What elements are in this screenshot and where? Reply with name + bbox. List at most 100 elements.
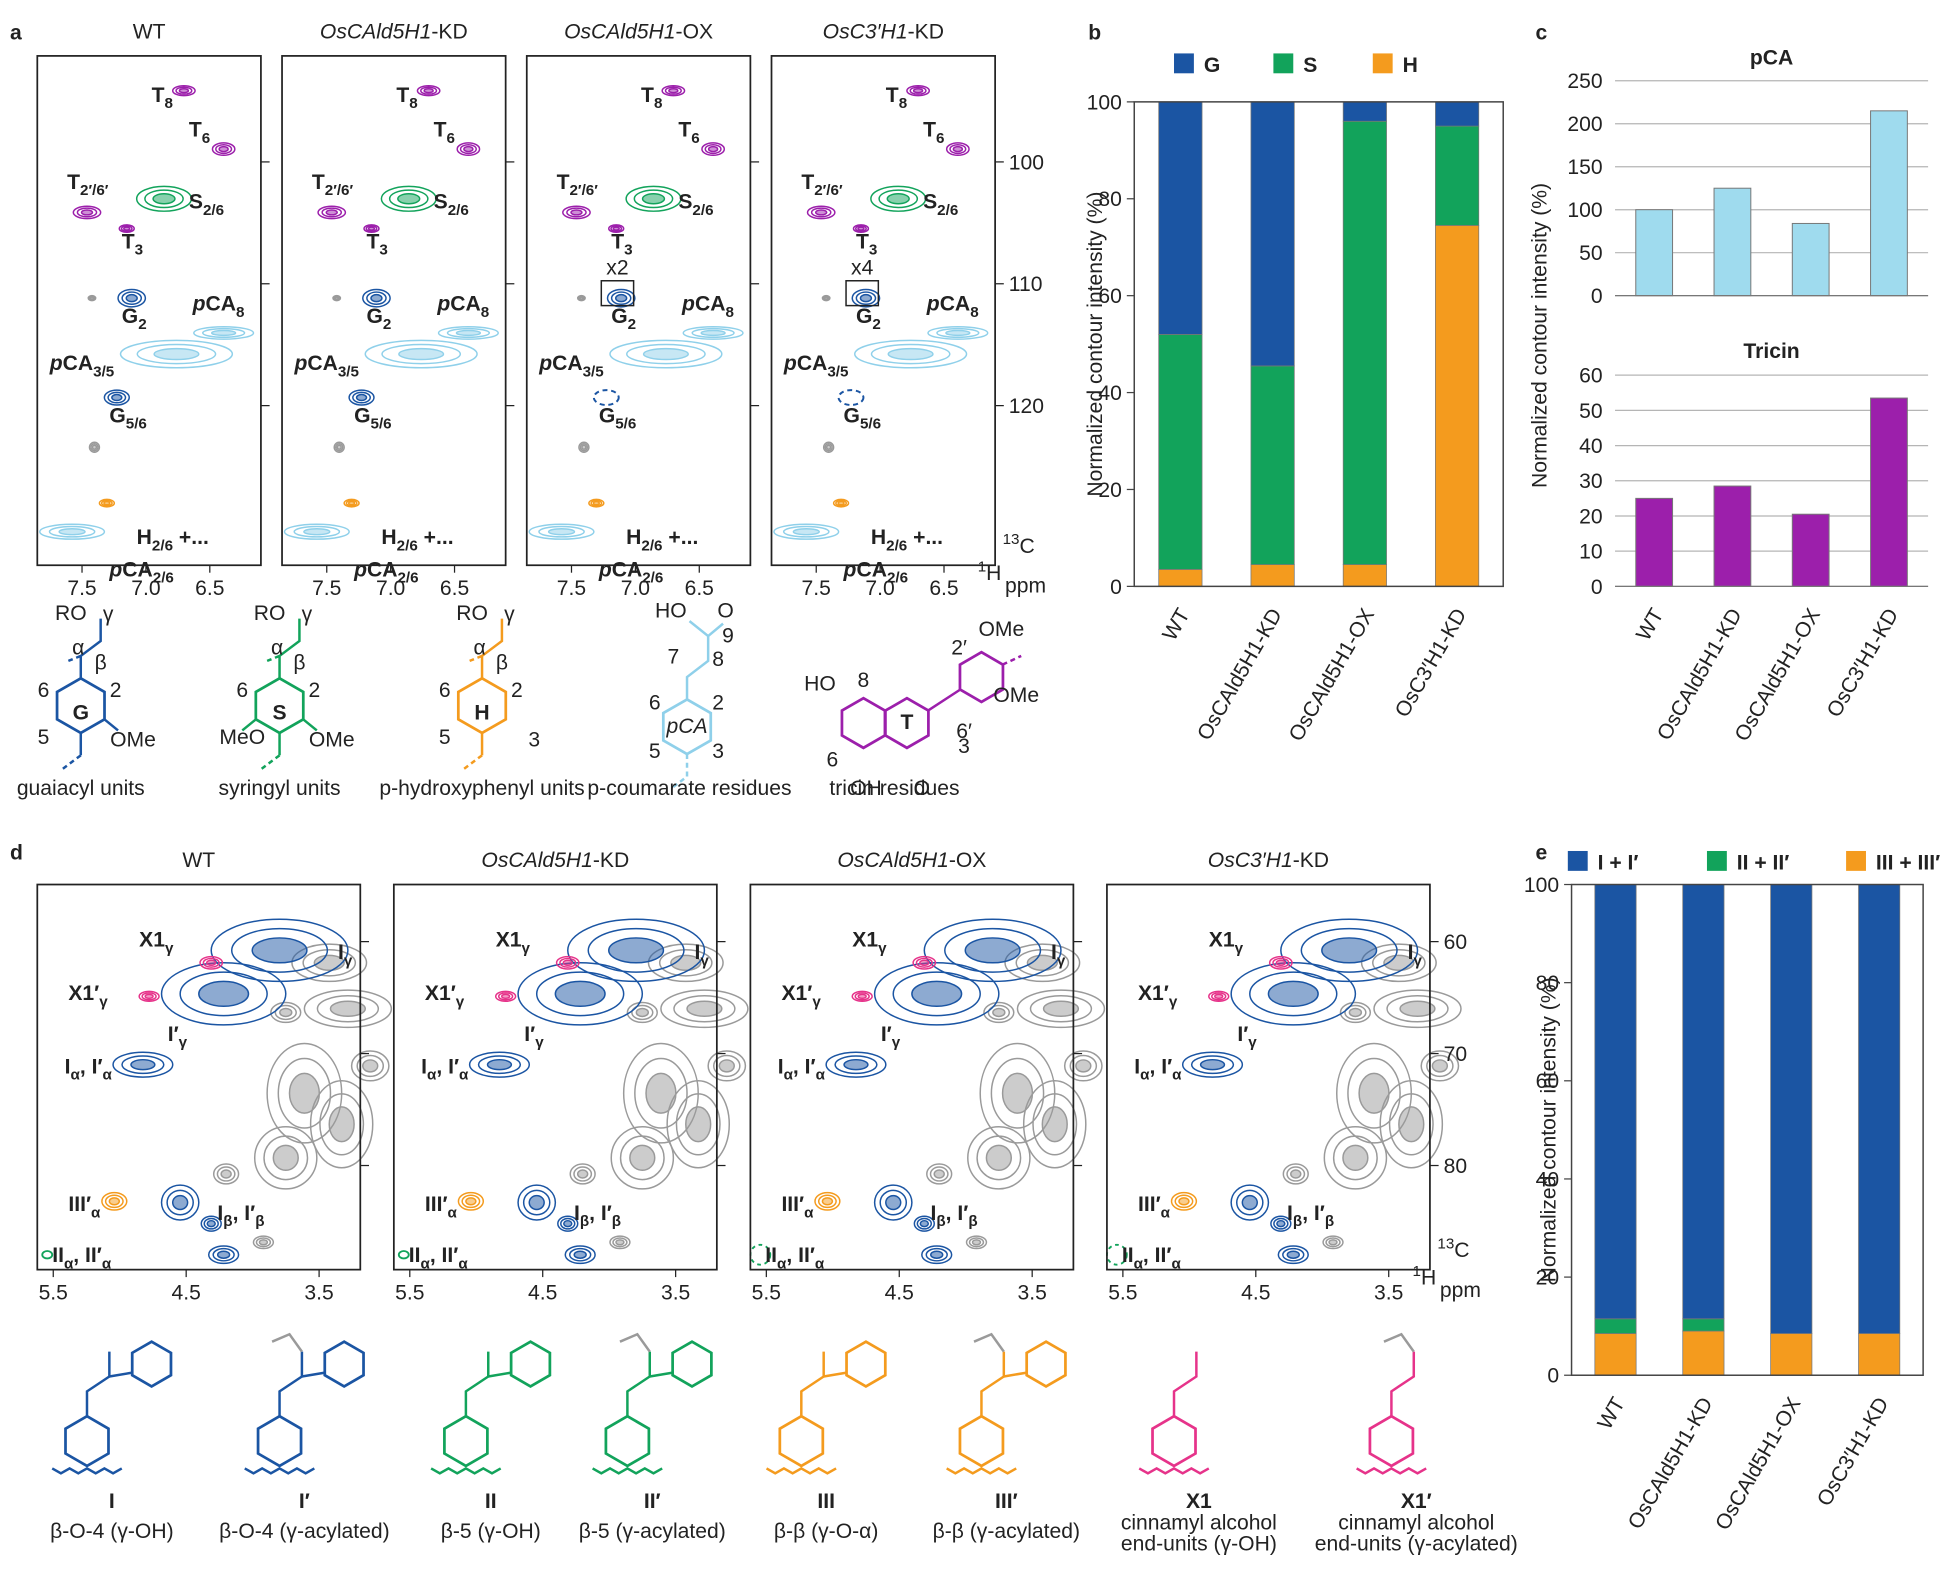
spectrum-frame (770, 55, 996, 567)
spectrum-frame (36, 55, 262, 567)
structure-code: I′ (299, 1490, 310, 1513)
contour (792, 527, 820, 536)
text-part: p (538, 352, 552, 375)
contour (362, 1059, 379, 1073)
bar-segment (1250, 365, 1295, 565)
contour (1042, 1000, 1080, 1017)
atom-label: 6 (827, 749, 839, 772)
text-part: 2 (138, 316, 146, 333)
text-part: X1′ (781, 982, 812, 1005)
peak-label: G2 (611, 305, 636, 333)
contour (117, 288, 147, 308)
text-part: 2′/6′ (80, 182, 109, 199)
contour (834, 1055, 878, 1075)
text-part: T (67, 171, 80, 194)
bar-segment (1858, 884, 1901, 1334)
text-part: -KD (593, 849, 629, 872)
contour (121, 1055, 165, 1075)
x-tick-label: 4.5 (1241, 1281, 1270, 1304)
text-part: 2/6 (887, 570, 908, 587)
contour (1358, 1072, 1390, 1114)
peak-label: III′α (781, 1193, 814, 1221)
legend-label: II + II′ (1737, 852, 1790, 875)
text-part: -KD (431, 21, 467, 44)
contour (88, 441, 101, 453)
contour (612, 226, 620, 231)
text-part: CA (367, 558, 398, 581)
text-part: 2 (872, 316, 880, 333)
contour (885, 1194, 902, 1211)
contour (927, 325, 989, 340)
contour (967, 1126, 1031, 1190)
contour (976, 1135, 1022, 1181)
contour (255, 1237, 272, 1248)
text-part: γ (179, 1034, 188, 1051)
contour (125, 293, 138, 303)
text-part: γ (344, 952, 353, 969)
contour (1276, 1219, 1286, 1228)
contour (926, 1163, 953, 1185)
contour (945, 142, 970, 157)
y-tick-label: 0 (1591, 576, 1603, 599)
contour (873, 962, 1000, 1026)
atom-label: OMe (309, 729, 355, 752)
text-part: α (1140, 1067, 1150, 1084)
contour (1282, 1163, 1309, 1185)
ring (130, 1340, 173, 1388)
text-part: X1′ (1138, 982, 1169, 1005)
contour (398, 347, 445, 361)
y-axis-nucleus: 13C (1437, 1236, 1469, 1263)
contour (108, 1197, 121, 1206)
contour (619, 1135, 665, 1181)
contour (364, 339, 478, 369)
text-part: T (856, 230, 869, 253)
text-part: α (427, 1067, 437, 1084)
contour (707, 145, 719, 153)
peak-label: G2 (122, 305, 147, 333)
text-part: I (217, 1202, 223, 1225)
contour (446, 327, 490, 339)
text-part: γ (892, 1034, 901, 1051)
text-part: β (936, 1213, 945, 1230)
atom-label: HO (655, 599, 687, 622)
x-tick-label: 6.5 (929, 577, 958, 600)
zoom-box (600, 280, 635, 307)
text-part: S (434, 191, 448, 214)
peak-label: S2/6 (678, 191, 713, 219)
contour (825, 1051, 887, 1078)
atom-label: G (73, 701, 89, 724)
contour (1386, 994, 1449, 1023)
bond (626, 1351, 652, 1417)
contour (153, 347, 200, 361)
text-part: , I′ (946, 1202, 969, 1225)
contour (912, 87, 924, 94)
peak-label: H2/6 +... (381, 526, 453, 554)
contour (1342, 1144, 1369, 1171)
spectrum-frame (1106, 883, 1431, 1271)
contour (647, 943, 724, 983)
contour (1280, 918, 1419, 983)
contour (103, 389, 130, 406)
panel-title: OsCAld5H1-KD (320, 21, 468, 44)
text-part: 3/5 (93, 363, 115, 380)
contour (171, 84, 196, 97)
ring (256, 1414, 303, 1468)
atom-label: OH (850, 777, 882, 800)
x-tick-label: 7.5 (557, 577, 586, 600)
contour (334, 443, 344, 452)
peak-label: T3 (856, 230, 877, 258)
x-tick-label: WT (1632, 605, 1668, 645)
contour (397, 1250, 410, 1260)
legend-label: I + I′ (1598, 852, 1639, 875)
peak-label: X1γ (852, 929, 887, 957)
text-part: 13 (1437, 1236, 1454, 1253)
contour (321, 207, 343, 218)
contour (160, 962, 287, 1026)
peak-label: III′α (68, 1193, 101, 1221)
text-part: p (926, 293, 940, 316)
atom-label: 2 (110, 679, 122, 702)
y-tick-label: 250 (1567, 70, 1602, 93)
bond (823, 1371, 847, 1378)
y-tick-label: 10 (1579, 541, 1602, 564)
panel-title: OsCAld5H1-KD (481, 849, 629, 872)
